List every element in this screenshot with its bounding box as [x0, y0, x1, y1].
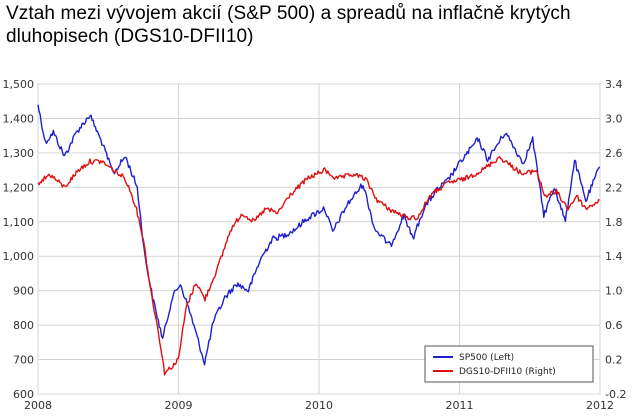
series-lines: [37, 104, 601, 376]
right-tick-label: -0.2: [605, 388, 626, 401]
left-tick-label: 1,100: [3, 216, 35, 229]
x-tick-label: 2011: [446, 399, 474, 412]
right-tick-label: 1.8: [605, 216, 623, 229]
right-tick-label: 1.4: [605, 250, 623, 263]
series-line-dgs10-dfii10: [37, 155, 600, 376]
x-tick-label: 2012: [586, 399, 614, 412]
right-axis-ticks: 3.4 3.0 2.6 2.2 1.8 1.4 1.0 0.6 0.2 -0.2: [605, 78, 626, 401]
right-tick-label: 3.4: [605, 78, 623, 91]
left-tick-label: 800: [13, 319, 34, 332]
right-tick-label: 0.2: [605, 354, 623, 367]
left-tick-label: 600: [13, 388, 34, 401]
chart-title: Vztah mezi vývojem akcií (S&P 500) a spr…: [6, 3, 571, 47]
left-tick-label: 1,400: [3, 112, 35, 125]
right-tick-label: 0.6: [605, 319, 623, 332]
left-tick-label: 900: [13, 285, 34, 298]
x-tick-label: 2008: [24, 399, 52, 412]
x-tick-label: 2010: [305, 399, 333, 412]
left-axis-ticks: 1,500 1,400 1,300 1,200 1,100 1,000 900 800 700 6…: [3, 78, 35, 401]
legend-entry: DGS10-DFII10 (Right): [459, 367, 556, 377]
right-tick-label: 1.0: [605, 285, 623, 298]
left-tick-label: 1,000: [3, 250, 35, 263]
legend-box: [424, 345, 594, 383]
left-tick-label: 1,500: [3, 78, 35, 91]
left-tick-label: 1,200: [3, 181, 35, 194]
left-tick-label: 1,300: [3, 147, 35, 160]
left-tick-label: 700: [13, 354, 34, 367]
x-tick-label: 2009: [165, 399, 193, 412]
right-tick-label: 2.2: [605, 181, 623, 194]
right-tick-label: 2.6: [605, 147, 623, 160]
x-axis-ticks: 2008 2009 2010 2011 2012: [24, 399, 614, 412]
legend-entry: SP500 (Left): [459, 353, 514, 363]
series-line-sp500: [37, 104, 601, 366]
legend: SP500 (Left) DGS10-DFII10 (Right): [424, 345, 594, 383]
right-tick-label: 3.0: [605, 112, 623, 125]
